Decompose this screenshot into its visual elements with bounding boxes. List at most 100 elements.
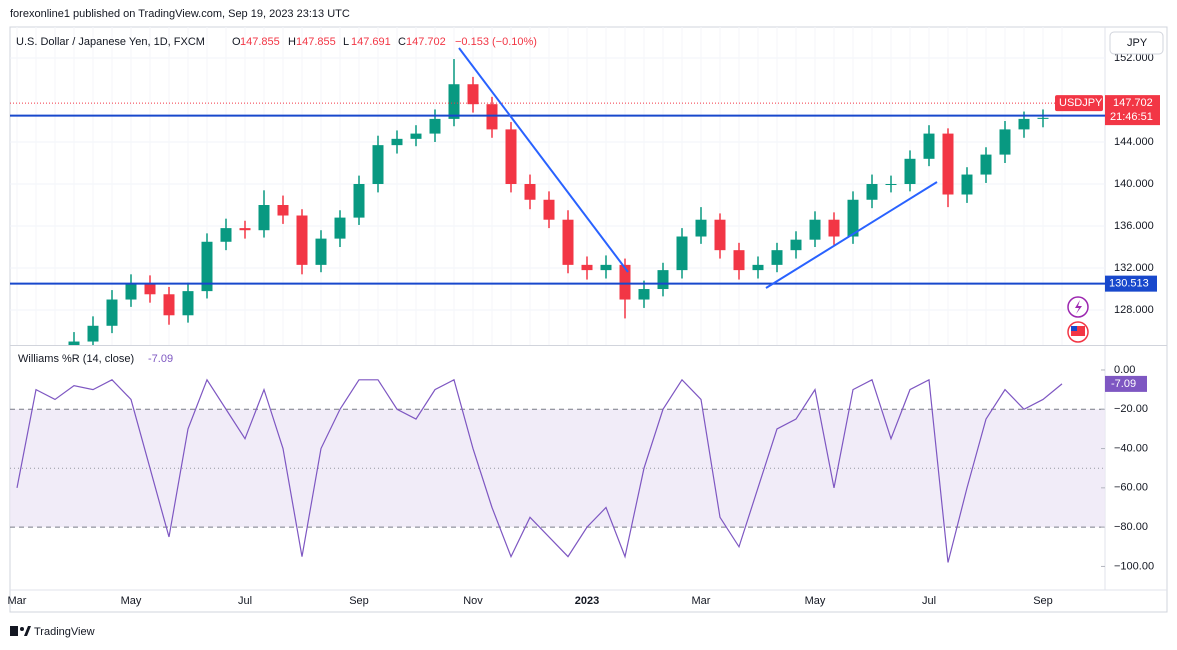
indicator-value: -7.09 [148,353,173,365]
candle-body [752,264,764,271]
last-price-label: 147.702 [1113,97,1153,109]
candle-body [106,299,118,326]
candle-body [999,129,1011,155]
published-line: forexonline1 published on TradingView.co… [10,8,350,20]
candle-body [885,184,897,186]
ohlc-value: 147.855 [240,36,280,48]
x-tick-label: Mar [692,595,711,607]
candle-body [258,205,270,231]
indicator-title: Williams %R (14, close) [18,353,134,365]
candle-body [182,291,194,316]
y-tick-label: 152.000 [1114,52,1154,64]
indicator-pane [10,369,1105,567]
candle-body [486,104,498,130]
candle-body [847,199,859,237]
chart-title: U.S. Dollar / Japanese Yen, 1D, FXCM [16,36,205,48]
y-tick-label: 132.000 [1114,262,1154,274]
x-tick-label: 2023 [575,595,599,607]
x-tick-label: Nov [463,595,483,607]
candle-body [714,219,726,251]
candle-body [904,158,916,185]
candle-body [220,228,232,242]
candle-body [695,219,707,237]
candle-body [87,325,99,342]
candle-body [277,205,289,216]
candle-body [809,219,821,240]
logo-part [10,626,18,636]
candle-body [733,250,745,271]
countdown-label: 21:46:51 [1110,111,1153,123]
candle-body [31,384,42,410]
candle-body [505,129,517,185]
candle-body [315,238,327,265]
logo-part [24,626,31,636]
candle-body [391,138,403,146]
flag-stripes [1071,326,1085,336]
level-label-box [1105,275,1157,292]
candle-body [201,241,213,292]
candle-body [638,289,650,300]
candle-body [239,228,251,231]
candle-body [372,145,384,185]
candle-body [1037,117,1049,119]
last-value-box [1105,375,1147,392]
candle-body [923,133,935,159]
candle-body [125,283,137,300]
williams-line [16,378,1063,563]
last-value-label: -7.09 [1111,378,1136,390]
level-label: 130.513 [1109,278,1149,290]
flag-canton [1071,326,1077,331]
y-tick-label: −20.00 [1114,403,1148,415]
candle-body [942,133,954,195]
candle-body [771,250,783,265]
x-tick-label: Sep [1033,595,1053,607]
candle-body [961,174,973,195]
candle-body [410,133,422,139]
y-tick-label: 140.000 [1114,178,1154,190]
candle-body [296,215,308,265]
candle-body [467,84,479,105]
candle-body [828,219,840,237]
main-pane [10,27,1105,410]
y-tick-label: −40.00 [1114,442,1148,454]
lightning-icon [1075,300,1082,314]
logo-part [20,627,24,631]
candle-body [429,118,441,134]
candle-body [562,219,574,265]
last-price-box [1105,95,1160,126]
candle-body [676,236,688,271]
y-tick-label: −100.00 [1114,560,1154,572]
currency-label: JPY [1127,37,1148,49]
candle-body [353,184,365,218]
trendlines [458,47,938,289]
ohlc-prefix: L [343,36,349,48]
trendline [765,181,938,289]
candle-body [1018,118,1030,130]
candle-body [600,264,612,271]
symbol-box [1055,95,1103,112]
currency-button[interactable] [1109,31,1164,55]
change-label: −0.153 (−0.10%) [455,36,537,48]
y-tick-label: −60.00 [1114,482,1148,494]
candle-body [448,84,460,119]
x-tick-label: May [121,595,142,607]
candle-body [163,294,175,316]
symbol-label: USDJPY [1059,97,1103,109]
x-tick-label: May [805,595,826,607]
overlay: 152.000 144.000 140.000 136.000 132.000 128.0… [8,36,1160,607]
y-tick-label: −80.00 [1114,521,1148,533]
candle-body [866,184,878,200]
candle-body [524,184,536,200]
y-tick-label: 0.00 [1114,364,1135,376]
ohlc-prefix: H [288,36,296,48]
x-tick-label: Mar [8,595,27,607]
candle-body [334,217,346,239]
ohlc-value: 147.855 [296,36,336,48]
trendline [458,47,629,273]
frame [9,26,1168,613]
ohlc-prefix: C [398,36,406,48]
y-tick-label: 144.000 [1114,136,1154,148]
x-tick-label: Jul [238,595,252,607]
